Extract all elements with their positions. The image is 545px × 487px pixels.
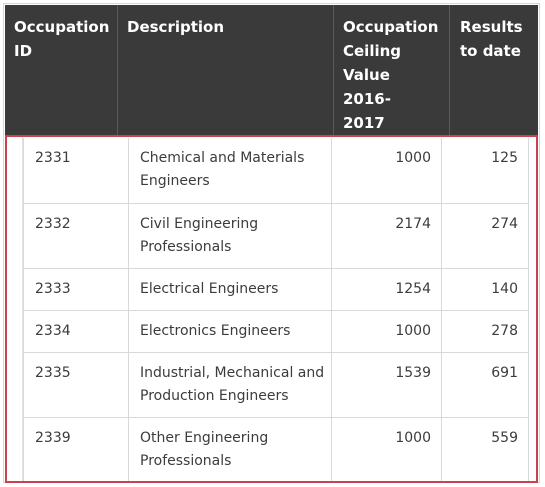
cell-description: Civil Engineering Professionals <box>129 204 332 268</box>
cell-occupation-id: 2332 <box>23 204 129 268</box>
cell-description: Chemical and Materials Engineers <box>129 138 332 203</box>
description-line: Civil Engineering <box>140 216 259 232</box>
cell-description: Electronics Engineers <box>129 311 332 352</box>
cell-ceiling-value: 1000 <box>332 418 442 481</box>
description-line: Engineers <box>140 173 210 189</box>
highlight-box <box>5 135 538 483</box>
table-header: Occupation ID Description Occupation Cei… <box>5 5 538 135</box>
cell-ceiling-value: 1539 <box>332 353 442 417</box>
description-line: Industrial, Mechanical and <box>140 365 325 381</box>
header-line: Description <box>127 18 225 36</box>
cell-results: 125 <box>442 138 529 203</box>
header-line: 2017 <box>343 114 385 132</box>
header-line: ID <box>14 42 33 60</box>
header-occupation-id: Occupation ID <box>5 5 118 135</box>
cell-occupation-id: 2334 <box>23 311 129 352</box>
row-gutter <box>7 137 23 481</box>
header-results-to-date: Results to date <box>450 5 538 135</box>
cell-occupation-id: 2331 <box>23 138 129 203</box>
cell-results: 559 <box>442 418 529 481</box>
cell-results: 140 <box>442 269 529 310</box>
header-description: Description <box>118 5 334 135</box>
cell-ceiling-value: 1000 <box>332 138 442 203</box>
table-row: 2333 Electrical Engineers 1254 140 <box>23 269 529 311</box>
cell-ceiling-value: 1000 <box>332 311 442 352</box>
cell-description: Other Engineering Professionals <box>129 418 332 481</box>
cell-results: 278 <box>442 311 529 352</box>
header-line: Occupation <box>14 18 110 36</box>
description-line: Professionals <box>140 239 232 255</box>
table-row: 2339 Other Engineering Professionals 100… <box>23 418 529 481</box>
table-row: 2332 Civil Engineering Professionals 217… <box>23 204 529 269</box>
table-row: 2334 Electronics Engineers 1000 278 <box>23 311 529 353</box>
cell-occupation-id: 2339 <box>23 418 129 481</box>
cell-results: 691 <box>442 353 529 417</box>
cell-description: Industrial, Mechanical and Production En… <box>129 353 332 417</box>
cell-description: Electrical Engineers <box>129 269 332 310</box>
header-line: Value 2016- <box>343 66 391 108</box>
header-line: Results <box>460 18 523 36</box>
cell-occupation-id: 2333 <box>23 269 129 310</box>
description-line: Production Engineers <box>140 388 289 404</box>
header-line: Occupation <box>343 18 439 36</box>
description-line: Other Engineering <box>140 430 269 446</box>
description-line: Electrical Engineers <box>140 281 279 297</box>
header-ceiling-value: Occupation Ceiling Value 2016- 2017 <box>334 5 450 135</box>
description-line: Professionals <box>140 453 232 469</box>
header-line: to date <box>460 42 521 60</box>
header-line: Ceiling <box>343 42 402 60</box>
cell-occupation-id: 2335 <box>23 353 129 417</box>
cell-ceiling-value: 1254 <box>332 269 442 310</box>
description-line: Chemical and Materials <box>140 150 305 166</box>
table-row: 2331 Chemical and Materials Engineers 10… <box>23 138 529 204</box>
cell-ceiling-value: 2174 <box>332 204 442 268</box>
cell-results: 274 <box>442 204 529 268</box>
table-row: 2335 Industrial, Mechanical and Producti… <box>23 353 529 418</box>
description-line: Electronics Engineers <box>140 323 291 339</box>
